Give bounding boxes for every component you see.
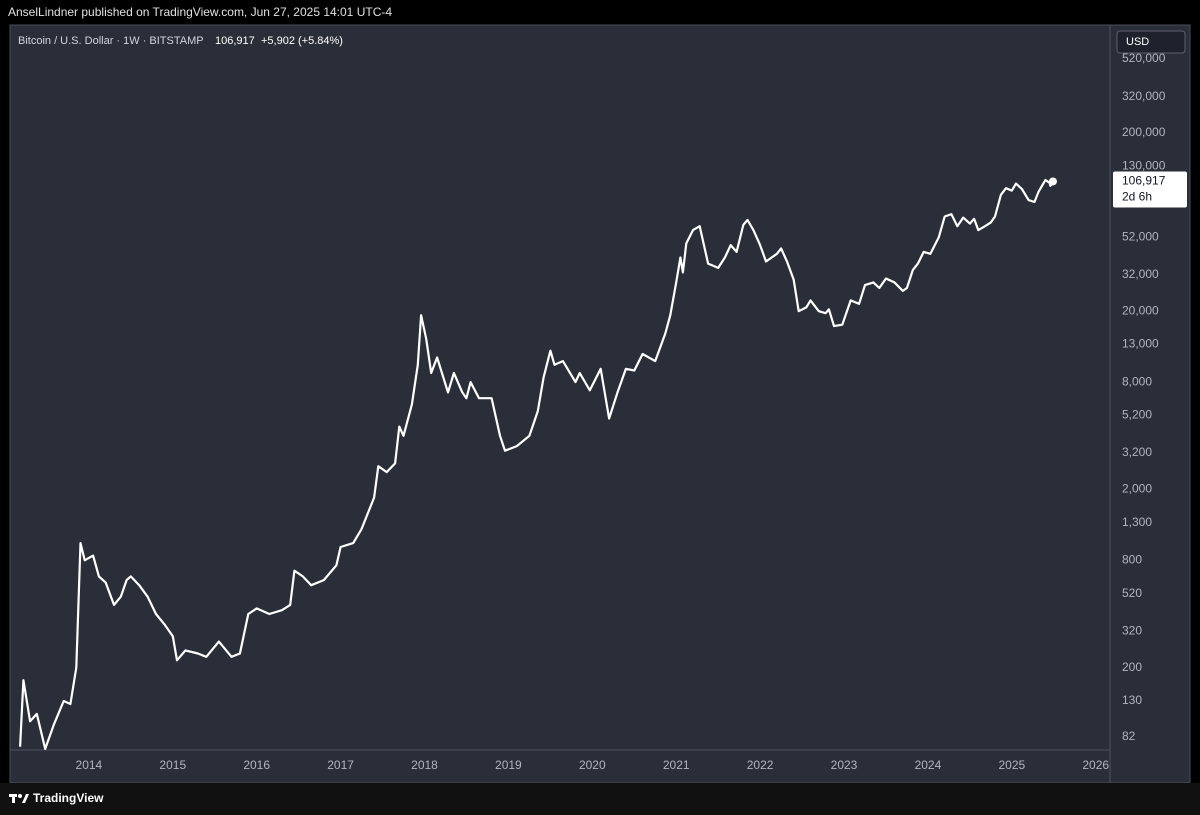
y-tick-label: 320 [1122,623,1142,637]
y-tick-label: 52,000 [1122,229,1159,243]
brand-name: TradingView [33,791,104,805]
currency-label[interactable]: USD [1126,36,1149,48]
price-line [19,178,1054,750]
logo-part [12,794,15,803]
x-tick-label: 2018 [411,758,438,772]
x-tick-label: 2014 [76,758,103,772]
y-tick-label: 5,200 [1122,408,1152,422]
price-tag [1113,171,1187,208]
y-tick-label: 2,000 [1122,482,1152,496]
y-tick-label: 3,200 [1122,445,1152,459]
x-tick-label: 2017 [327,758,354,772]
y-tick-label: 82 [1122,729,1136,743]
logo-part [22,794,29,803]
y-tick-label: 130,000 [1122,158,1166,172]
x-tick-label: 2026 [1082,758,1109,772]
y-tick-label: 20,000 [1122,303,1159,317]
x-tick-label: 2023 [831,758,858,772]
y-tick-label: 200,000 [1122,125,1166,139]
last-point [1048,177,1057,186]
price-tag-countdown: 2d 6h [1122,190,1152,204]
y-tick-label: 1,300 [1122,515,1152,529]
y-tick-label: 320,000 [1122,89,1166,103]
x-tick-label: 2025 [998,758,1025,772]
x-tick-label: 2022 [747,758,774,772]
header-last-price: 106,917 [215,35,255,47]
chart-title: Bitcoin / U.S. Dollar · 1W · BITSTAMP [18,35,204,47]
logo-part [18,794,22,798]
brand-logo [9,794,29,803]
y-tick-label: 130 [1122,693,1142,707]
footer-bar [0,783,1200,815]
header-change: +5,902 (+5.84%) [261,35,343,47]
y-tick-label: 32,000 [1122,267,1159,281]
currency-button[interactable] [1116,30,1186,54]
y-tick-label: 520 [1122,586,1142,600]
x-tick-label: 2015 [159,758,186,772]
x-tick-label: 2019 [495,758,522,772]
x-tick-label: 2016 [243,758,270,772]
chart-background [9,24,1191,784]
x-tick-label: 2021 [663,758,690,772]
publisher-line: AnselLindner published on TradingView.co… [8,5,392,19]
y-tick-label: 520,000 [1122,51,1166,65]
price-tag-value: 106,917 [1122,174,1166,188]
x-tick-label: 2024 [915,758,942,772]
y-tick-label: 200 [1122,660,1142,674]
y-tick-label: 8,000 [1122,374,1152,388]
y-tick-label: 800 [1122,553,1142,567]
y-tick-label: 13,000 [1122,337,1159,351]
x-tick-label: 2020 [579,758,606,772]
